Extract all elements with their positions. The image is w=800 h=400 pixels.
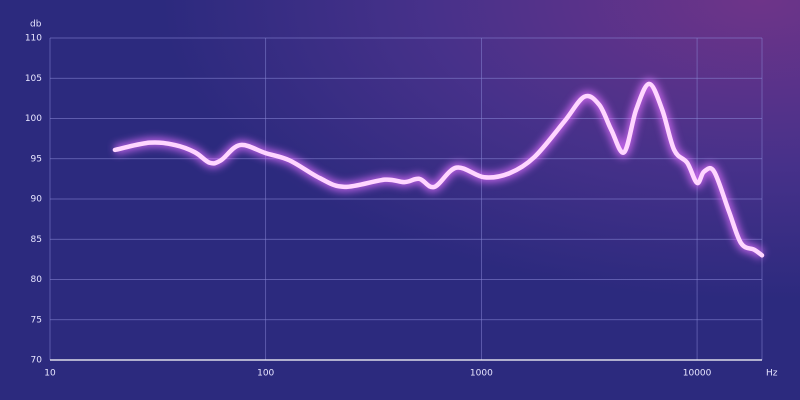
y-tick-label: 100 — [25, 114, 42, 124]
x-axis-label: Hz — [766, 369, 778, 379]
y-tick-label: 80 — [31, 275, 43, 285]
y-tick-label: 70 — [31, 356, 43, 366]
y-tick-label: 90 — [31, 195, 43, 205]
x-tick-label: 100 — [257, 369, 274, 379]
x-tick-label: 1000 — [470, 369, 493, 379]
y-tick-label: 95 — [31, 154, 42, 164]
y-tick-label: 75 — [31, 315, 42, 325]
x-tick-label: 10 — [44, 369, 56, 379]
y-tick-label: 105 — [25, 74, 42, 84]
y-axis-label: db — [30, 20, 42, 30]
y-tick-label: 110 — [25, 34, 42, 44]
y-tick-label: 85 — [31, 235, 42, 245]
x-tick-label: 10000 — [683, 369, 712, 379]
line — [112, 81, 765, 258]
